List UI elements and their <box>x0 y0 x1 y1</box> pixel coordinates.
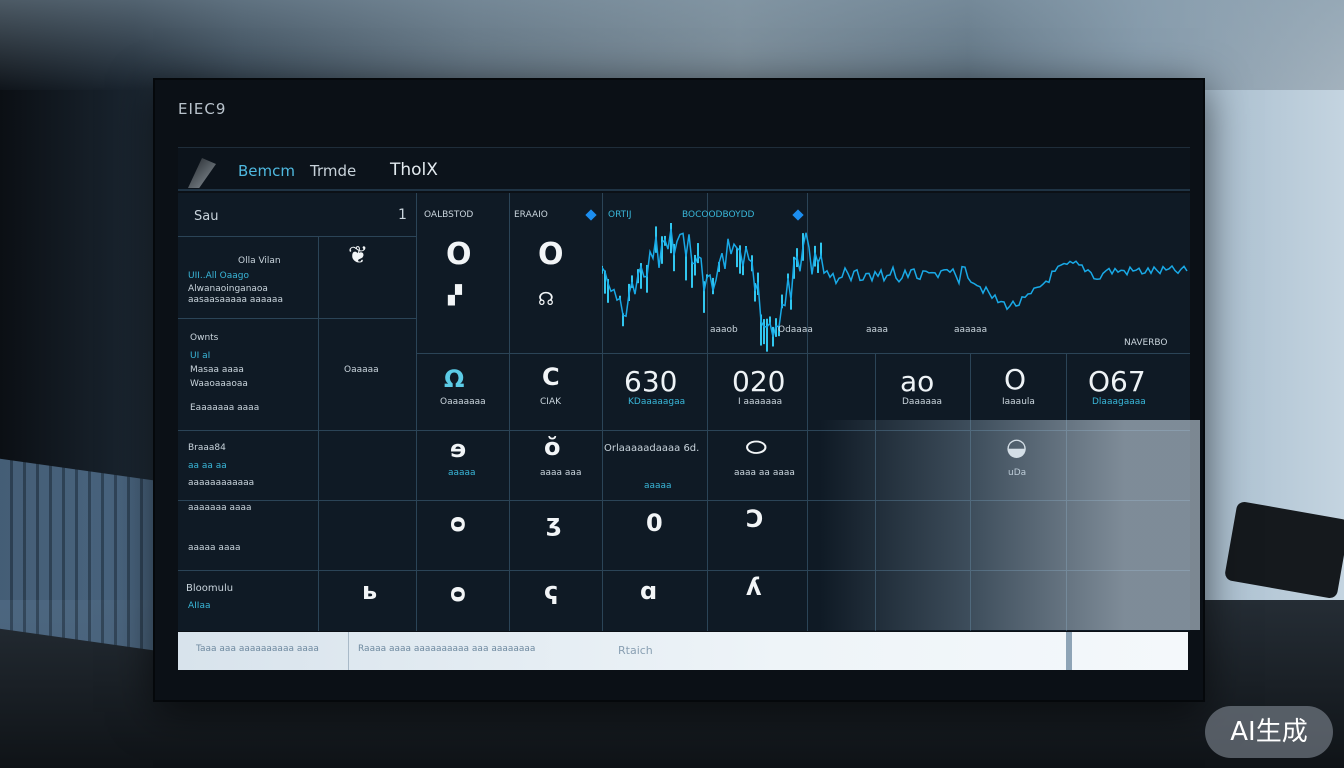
stat-value: 630 <box>624 365 678 398</box>
cell-label: aaaa aaa <box>540 468 582 478</box>
section-line: Waaoaaaoaa <box>190 379 248 389</box>
glyph-icon: 0 <box>646 509 663 537</box>
section-head: Olla Vilan <box>238 256 281 266</box>
section-line: Eaaaaaaa aaaa <box>190 403 260 413</box>
cell-sub: aaaaa <box>448 468 476 478</box>
stat-label: Dlaaagaaaa <box>1092 397 1146 407</box>
glyph-icon: ᴑ <box>450 509 466 537</box>
section-line: UII..All Oaago <box>188 271 249 281</box>
stat-label: I aaaaaaa <box>738 397 783 407</box>
headset-icon: Ω <box>444 365 465 393</box>
footer-left: Taaa aaa aaaaaaaaaa aaaa <box>196 644 319 654</box>
waveform-line <box>602 228 1188 337</box>
stat-value: 020 <box>732 365 786 398</box>
chart-label: aaaa <box>866 325 889 335</box>
diamond-icon <box>792 209 804 221</box>
glyph-icon: ʎ <box>746 573 762 601</box>
shield-icon: ❦ <box>348 241 369 269</box>
section-line: aasaasaaaaa aaaaaa <box>188 295 283 305</box>
column-header: ERAAIO <box>514 210 548 220</box>
glyph-icon: ɑ <box>640 577 658 605</box>
sidebar-count: 1 <box>398 207 407 223</box>
section-line: Masaa aaaa <box>190 365 244 375</box>
stat-label: Iaaaula <box>1002 397 1035 407</box>
stat-label: Daaaaaa <box>902 397 943 407</box>
cell-label: CIAK <box>540 397 561 407</box>
nav-tab-trmde[interactable]: Trmde <box>310 162 357 180</box>
nav-tab-tholx[interactable]: TholX <box>390 160 438 180</box>
ai-generated-watermark: AI生成 <box>1205 706 1333 758</box>
stat-value: O67 <box>1088 365 1146 398</box>
chart-label: NAVERBO <box>1124 338 1168 348</box>
section-head: Bloomulu <box>186 583 234 594</box>
glyph-icon: Ↄ <box>746 505 764 533</box>
dashboard-grid: Sau 1 Olla Vilan UII..All Oaago Alwanaoi… <box>178 193 1190 631</box>
footer-mid: Raaaa aaaa aaaaaaaaaa aaa aaaaaaaa <box>358 644 536 654</box>
search-input[interactable]: Rtaich <box>618 644 653 657</box>
stat-label: KDaaaaagaa <box>628 397 686 407</box>
trend-chart <box>602 223 1188 352</box>
section-line: AIIaa <box>188 601 211 611</box>
nav-tab-bemcm[interactable]: Bemcm <box>238 162 295 180</box>
keyboard-left <box>0 458 160 652</box>
section-head: Braaa84 <box>188 443 226 453</box>
circle-icon: O <box>538 237 564 272</box>
stat-value: O <box>1004 363 1027 396</box>
column-header: BOCOODBOYDD <box>682 210 755 220</box>
cell-label: aaaa aa aaaa <box>734 468 795 478</box>
glyph-icon: ᴑ <box>450 579 466 607</box>
glyph-icon: ь <box>362 577 378 605</box>
glyph-icon: ҁ <box>544 577 559 605</box>
section-line: aaaaaaaaaaaa <box>188 478 255 488</box>
section-line: aaaaaaa aaaa <box>188 503 252 513</box>
column-header: OALBSTOD <box>424 210 474 220</box>
section-head: Ownts <box>190 333 219 343</box>
chart-label: aaaob <box>710 325 738 335</box>
pill-icon: ⬭ <box>746 433 767 461</box>
sidebar-title: Sau <box>194 209 219 224</box>
chart-label: Odaaaa <box>778 325 813 335</box>
blocks-icon: ▞ <box>448 285 462 306</box>
circle-icon: O <box>446 237 472 272</box>
logo-icon <box>188 158 216 188</box>
cell-label: Oaaaaaaa <box>440 397 486 407</box>
section-line: UI aI <box>190 351 211 361</box>
cell-label: Orlaaaaadaaaa 6d. <box>604 443 700 454</box>
dashboard-header: Bemcm Trmde TholX <box>178 147 1190 191</box>
cell-label: uDa <box>1008 468 1027 478</box>
shield-small-icon: ◒ <box>1006 433 1027 461</box>
column-header: ORTIJ <box>608 210 632 220</box>
glyph-icon: ʒ <box>546 509 562 537</box>
chart-label: aaaaaa <box>954 325 988 335</box>
diamond-icon <box>585 209 597 221</box>
section-side: Oaaaaa <box>344 365 379 375</box>
section-line: aa aa aa <box>188 461 227 471</box>
footer-bar: Taaa aaa aaaaaaaaaa aaaa Raaaa aaaa aaaa… <box>178 632 1188 670</box>
section-line: aaaaa aaaa <box>188 543 241 553</box>
brand-label: EIEC9 <box>178 100 227 118</box>
glyph-icon: ɘ <box>450 435 467 463</box>
cell-sub: aaaaa <box>644 481 672 491</box>
glyph-icon: ŏ <box>544 433 561 461</box>
stat-value: ao <box>900 365 935 398</box>
section-line: Alwanaoinganaoa <box>188 284 268 294</box>
c-icon: C <box>542 363 560 391</box>
hand-icon: ☊ <box>538 289 554 310</box>
window-light <box>0 0 1344 90</box>
